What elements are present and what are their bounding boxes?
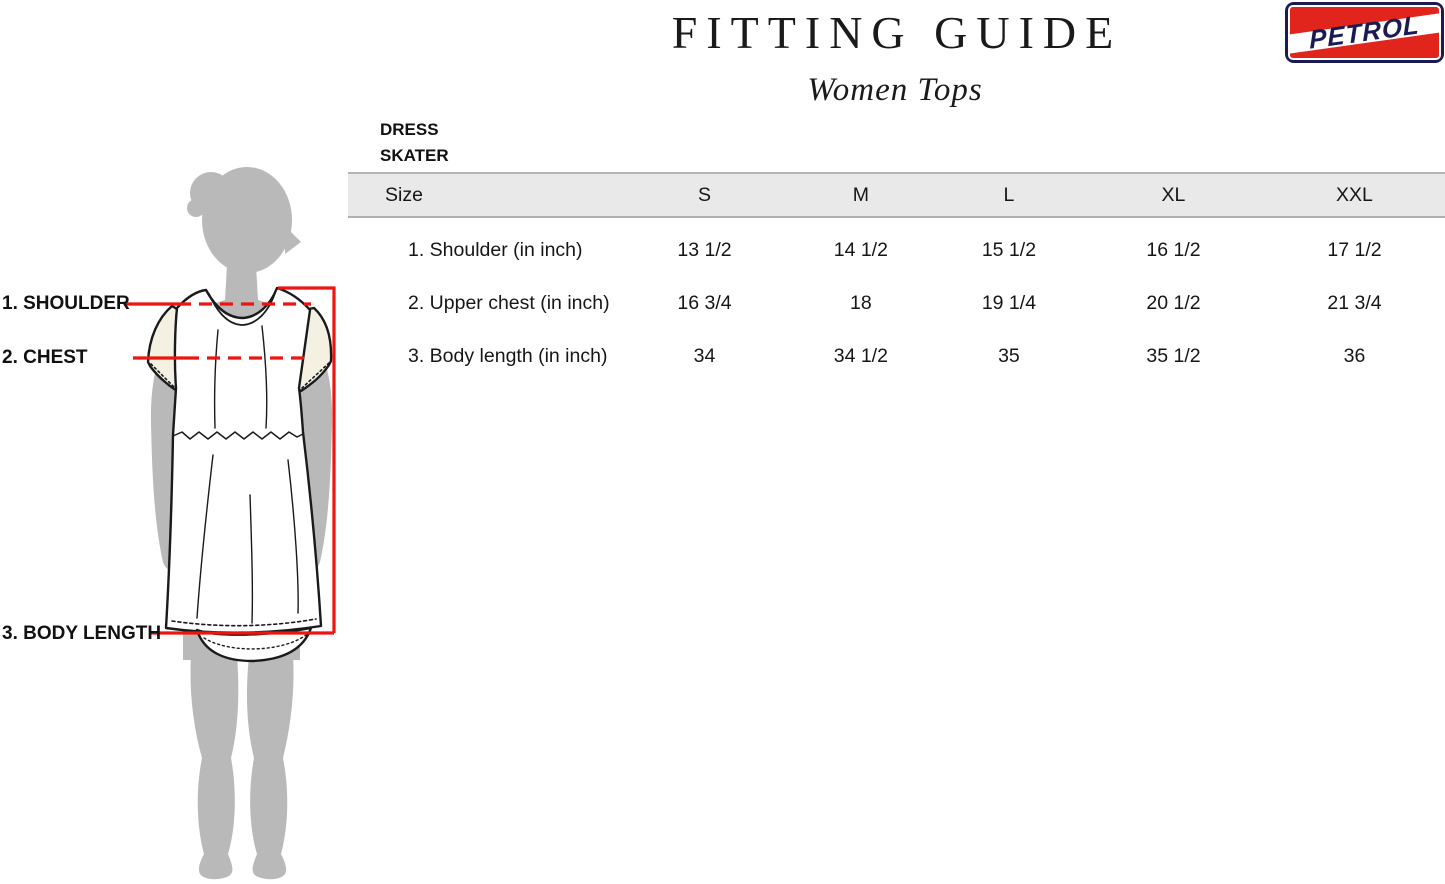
- dress-drawing: [146, 286, 333, 663]
- row-label: 1. Shoulder (in inch): [408, 239, 583, 261]
- value-l: 19 1/4: [981, 292, 1037, 314]
- value-l: 15 1/2: [981, 239, 1037, 261]
- table-row-body-length: 3. Body length (in inch) 34 34 1/2 35 35…: [348, 330, 1445, 383]
- col-header-xl: XL: [1161, 183, 1186, 206]
- chest-label: 2. CHEST: [2, 347, 88, 368]
- petrol-logo: PETROL: [1285, 2, 1444, 63]
- col-header-m: M: [852, 183, 869, 206]
- value-xxl: 36: [1343, 345, 1366, 367]
- product-name: DRESS SKATER: [380, 117, 449, 169]
- value-xxl: 21 3/4: [1327, 292, 1382, 314]
- product-name-line1: DRESS: [380, 120, 439, 139]
- product-name-line2: SKATER: [380, 146, 449, 165]
- value-m: 14 1/2: [833, 239, 888, 261]
- dress-underlayer: [195, 626, 313, 663]
- col-header-xxl: XXL: [1336, 183, 1373, 206]
- row-label: 2. Upper chest (in inch): [408, 292, 610, 314]
- value-xl: 20 1/2: [1146, 292, 1201, 314]
- col-header-size: Size: [385, 183, 423, 206]
- measurement-diagram: [125, 167, 336, 880]
- value-m: 18: [849, 292, 872, 314]
- measurement-lines: [125, 286, 336, 635]
- value-m: 34 1/2: [833, 345, 888, 367]
- value-l: 35: [998, 345, 1020, 367]
- value-s: 16 3/4: [677, 292, 732, 314]
- value-xxl: 17 1/2: [1327, 239, 1382, 261]
- right-leg: [246, 656, 294, 880]
- body-length-label: 3. BODY LENGTH: [2, 623, 162, 644]
- length-bracket-line: [278, 286, 336, 633]
- value-xl: 35 1/2: [1146, 345, 1201, 367]
- size-chart-body: 1. Shoulder (in inch) 13 1/2 14 1/2 15 1…: [348, 218, 1445, 383]
- page-subtitle: Women Tops: [807, 72, 983, 108]
- col-header-s: S: [698, 183, 712, 206]
- page-title: FITTING GUIDE: [671, 7, 1123, 58]
- size-chart-table: Size S M L XL XXL 1. Shoulder (in inch) …: [348, 172, 1445, 383]
- col-header-l: L: [1003, 183, 1015, 206]
- petrol-logo-background: PETROL: [1290, 7, 1439, 58]
- value-s: 13 1/2: [677, 239, 732, 261]
- value-s: 34: [693, 345, 716, 367]
- value-xl: 16 1/2: [1146, 239, 1201, 261]
- petrol-logo-wordmark: PETROL: [1308, 9, 1421, 55]
- size-chart-header-row: Size S M L XL XXL: [348, 172, 1445, 218]
- left-leg: [190, 656, 239, 880]
- shoulder-label: 1. SHOULDER: [2, 293, 130, 314]
- table-row-upper-chest: 2. Upper chest (in inch) 16 3/4 18 19 1/…: [348, 277, 1445, 330]
- petrol-logo-inner-border: PETROL: [1288, 5, 1441, 60]
- row-label: 3. Body length (in inch): [408, 345, 608, 367]
- dress-body: [164, 286, 323, 634]
- table-row-shoulder: 1. Shoulder (in inch) 13 1/2 14 1/2 15 1…: [348, 224, 1445, 277]
